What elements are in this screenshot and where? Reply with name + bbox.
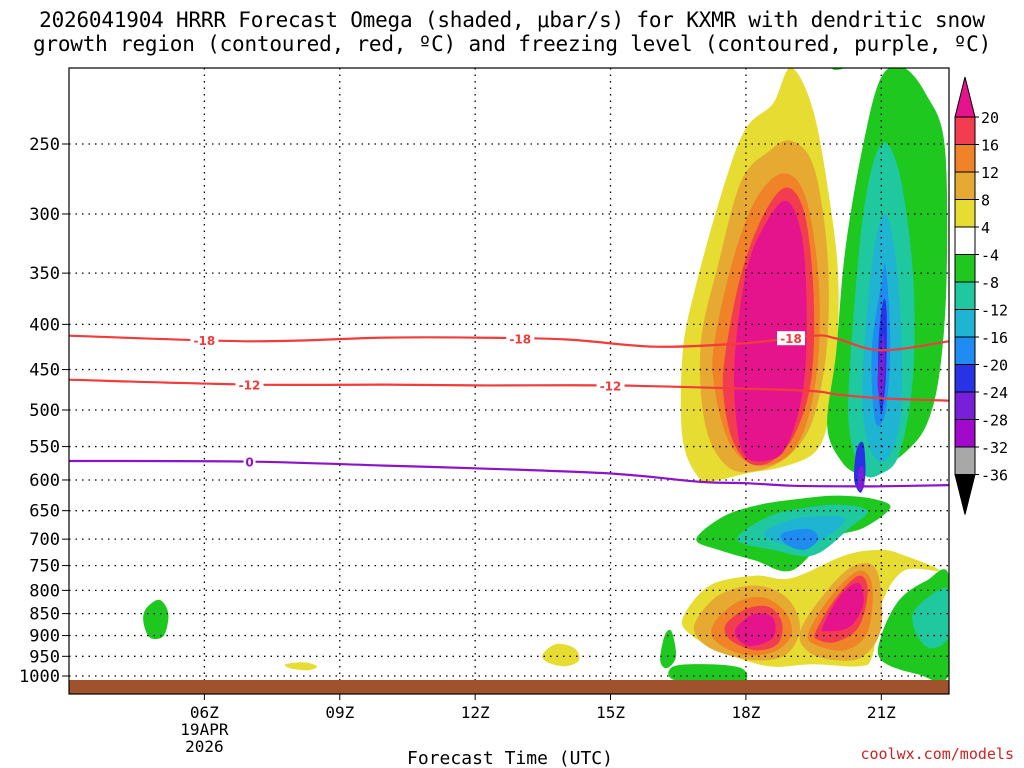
plot-frame [68,67,950,695]
y-tick-label-600: 600 [29,471,60,491]
colorbar-label-4: 4 [981,219,990,237]
y-tick-label-750: 750 [29,557,60,577]
y-tick-label-400: 400 [29,315,60,335]
x-year-label: 2026 [185,737,224,756]
downward-motion-teal-southeast [912,587,949,649]
colorbar-band-8-to-12 [954,171,976,200]
y-tick-label-650: 650 [29,502,60,522]
colorbar-over-arrow [954,76,976,118]
isotherm-minus12-label-bg [235,377,264,392]
colorbar-label--4: -4 [981,247,999,265]
colorbar-band--8-to--4 [954,254,976,283]
y-tick-label-450: 450 [29,361,60,381]
x-tick-label-21Z: 21Z [867,703,896,722]
colorbar-label--36: -36 [981,467,1008,485]
downward-motion-purple-blob [858,465,865,491]
colorbar-band--4-to-4 [954,226,976,255]
colorbar-band-16-to-20 [954,116,976,145]
isotherm-minus18-label-bg [777,331,806,346]
colorbar-under-arrow [954,474,976,515]
isotherm-minus18-label: -18 [780,332,802,346]
x-tick-label-06Z: 06Z [190,703,219,722]
x-tick-label-09Z: 09Z [325,703,354,722]
colorbar-label--24: -24 [981,384,1008,402]
isotherm-minus18-line [69,334,949,352]
colorbar-label-8: 8 [981,192,990,210]
upward-motion-magenta-low-west [734,613,776,647]
colorbar-band-12-to-16 [954,144,976,173]
freezing-level-label: 0 [245,456,253,470]
omega-shading [143,68,949,682]
chart-title-line-2: growth region (contoured, red, ºC) and f… [32,32,992,56]
colorbar-label-12: 12 [981,164,999,182]
colorbar-label-20: 20 [981,109,999,127]
colorbar-band--12-to--8 [954,281,976,310]
freezing-level-line [69,459,949,488]
colorbar-band--28-to--24 [954,391,976,420]
freezing-level-label-bg [243,454,256,469]
colorbar-band--32-to--28 [954,419,976,448]
downward-motion-blue-middle [780,528,819,551]
colorbar-label-16: 16 [981,137,999,155]
y-tick-label-550: 550 [29,438,60,458]
colorbar-label--20: -20 [981,357,1008,375]
colorbar-label--8: -8 [981,274,999,292]
y-tick-label-250: 250 [29,135,60,155]
colorbar-band--16-to--12 [954,309,976,338]
isotherm-minus18-label: -18 [509,332,531,346]
x-axis-label: Forecast Time (UTC) [407,748,613,768]
isotherm-minus12-label: -12 [239,379,261,393]
y-tick-label-800: 800 [29,581,60,601]
upward-motion-magenta-main [734,200,807,462]
x-date-label: 19APR [180,720,229,739]
x-tick-label-12Z: 12Z [461,703,490,722]
colorbar-band--20-to--16 [954,336,976,365]
y-tick-label-900: 900 [29,627,60,647]
y-tick-label-500: 500 [29,401,60,421]
y-axis: 2503003504004505005506006507007508008509… [19,135,69,687]
colorbar-label--32: -32 [981,439,1008,457]
y-tick-label-300: 300 [29,205,60,225]
colorbar-label--12: -12 [981,302,1008,320]
y-tick-label-850: 850 [29,605,60,625]
x-tick-label-18Z: 18Z [731,703,760,722]
isotherm-minus12-label: -12 [600,379,622,393]
upward-motion-magenta-low-east [821,582,864,632]
y-tick-label-1000: 1000 [19,667,60,687]
colorbar-label--16: -16 [981,329,1008,347]
contour-labels: -18 -18 -18 -12 -12 0 [190,331,806,470]
downward-motion-green-nearsurface [668,664,748,682]
colorbar-label--28: -28 [981,412,1008,430]
isotherm-minus18-label-bg [190,332,219,347]
credit-text: coolwx.com/models [860,745,1014,763]
colorbar-band--24-to--20 [954,364,976,393]
y-tick-label-350: 350 [29,264,60,284]
isotherm-minus18-label: -18 [194,334,216,348]
downward-motion-green-spur [660,629,677,669]
upward-motion-yellow-07z [284,662,318,671]
chart-title-line-1: 2026041904 HRRR Forecast Omega (shaded, … [39,8,985,32]
downward-motion-green-06z [143,599,169,640]
y-tick-label-950: 950 [29,647,60,667]
colorbar: 20 16 12 8 4 -4 -8 -12 -16 -20 -24 -28 -32 -36 [954,76,1008,515]
isotherm-minus12-label-bg [596,378,625,393]
isotherm-minus18-label-bg [506,331,535,346]
colorbar-band-4-to-8 [954,199,976,228]
upward-motion-yellow-14z [542,643,580,667]
ground-surface [69,680,949,694]
y-tick-label-700: 700 [29,530,60,550]
x-tick-label-15Z: 15Z [596,703,625,722]
chart-title: 2026041904 HRRR Forecast Omega (shaded, … [0,8,1024,56]
colorbar-band--36-to--32 [954,446,976,475]
